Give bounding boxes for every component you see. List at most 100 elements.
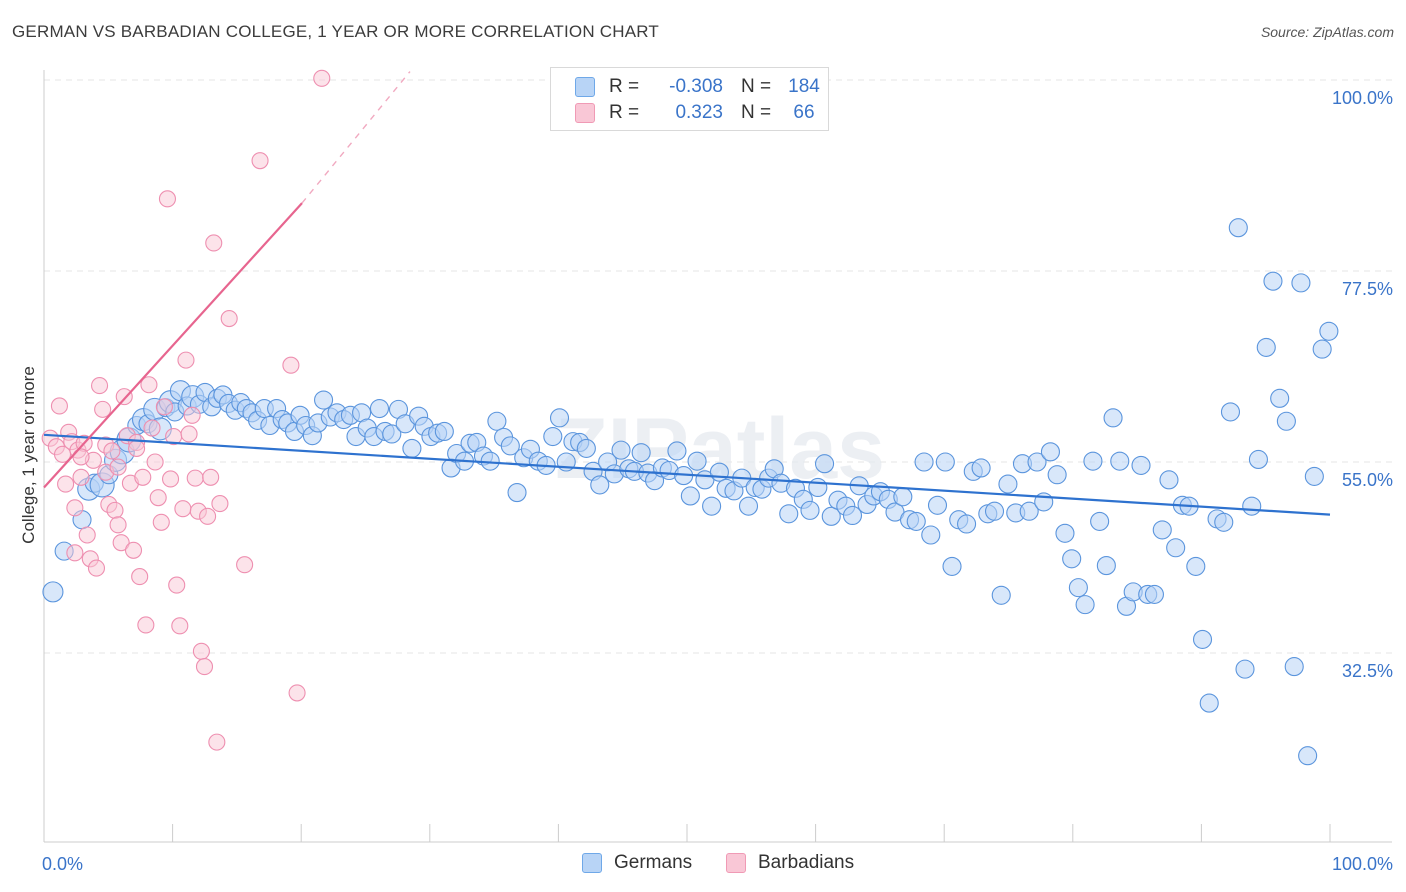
barbadian-point [236, 556, 254, 574]
german-point [1027, 452, 1047, 472]
germans-swatch [575, 77, 595, 97]
legend-label: Barbadians [758, 852, 855, 873]
r-label: R = [609, 76, 640, 97]
barbadian-point [57, 475, 75, 493]
german-point [507, 483, 527, 503]
german-point [998, 474, 1018, 494]
german-point [914, 452, 934, 472]
legend-item-barbadians[interactable]: Barbadians [726, 852, 854, 874]
barbadian-point [134, 468, 152, 486]
german-point [1298, 746, 1318, 766]
german-point [1062, 549, 1082, 569]
german-point [590, 475, 610, 495]
n-label: N = [741, 102, 772, 123]
german-point [549, 408, 570, 428]
barbadian-point [211, 495, 229, 513]
barbadians-trend-line [43, 202, 303, 489]
german-point [1159, 470, 1179, 490]
barbadian-point [199, 507, 217, 525]
barbadian-point [128, 439, 146, 457]
barbadian-point [146, 453, 164, 471]
barbadian-point [53, 445, 72, 463]
y-axis-label: College, 1 year or more [19, 366, 38, 544]
german-point [842, 505, 863, 526]
source-credit: Source: ZipAtlas.com [1260, 24, 1394, 40]
barbadian-point [171, 617, 189, 635]
barbadian-point [192, 642, 210, 660]
barbadian-point [208, 733, 226, 751]
barbadian-point [149, 489, 167, 507]
german-point [1263, 271, 1283, 291]
axis-labels: 100.0% 77.5% 55.0% 32.5% 0.0% 100.0% [42, 88, 1393, 874]
barbadian-point [112, 534, 130, 552]
german-point [314, 390, 334, 410]
barbadian-point [282, 356, 300, 374]
german-point [821, 506, 841, 526]
barbadian-point [220, 309, 238, 328]
german-point [1242, 496, 1262, 516]
barbadian-point [186, 469, 204, 487]
chart-title: GERMAN VS BARBADIAN COLLEGE, 1 YEAR OR M… [12, 22, 660, 41]
german-point [1319, 321, 1339, 341]
german-point [1047, 465, 1067, 485]
y-tick-label: 32.5% [1342, 661, 1393, 681]
barbadian-point [50, 397, 68, 415]
german-point [1312, 339, 1332, 359]
barbadian-point [72, 468, 90, 486]
legend-item-germans[interactable]: Germans [582, 852, 692, 874]
germans-swatch [582, 853, 602, 873]
german-point [1214, 512, 1234, 532]
barbadian-point [195, 658, 214, 676]
german-point [1083, 451, 1103, 471]
german-point [1103, 408, 1123, 428]
german-point [1096, 556, 1116, 576]
german-point [1192, 629, 1213, 649]
german-point [1152, 520, 1172, 540]
n-label: N = [741, 76, 772, 97]
barbadian-point [66, 544, 84, 562]
barbadian-point [66, 499, 84, 517]
x-tick-label-max: 100.0% [1332, 854, 1393, 874]
barbadian-point [115, 388, 133, 406]
german-point [402, 438, 422, 458]
german-point [1199, 693, 1219, 713]
german-point [543, 426, 563, 447]
y-tick-label: 55.0% [1342, 470, 1393, 490]
y-tick-label: 100.0% [1332, 88, 1393, 108]
barbadians-points [41, 69, 331, 751]
german-point [667, 441, 687, 461]
barbadian-point [87, 559, 106, 577]
barbadian-point [78, 526, 96, 544]
barbadian-point [161, 470, 180, 488]
german-point [500, 436, 520, 456]
german-point [687, 451, 707, 471]
german-point [1256, 337, 1276, 357]
y-tick-label: 77.5% [1342, 279, 1393, 299]
german-point [1055, 523, 1075, 543]
german-point [1144, 584, 1164, 604]
german-point [1166, 538, 1186, 558]
german-point [984, 501, 1005, 521]
german-point [738, 496, 759, 516]
series-legend: Germans Barbadians [0, 852, 1406, 876]
barbadian-point [103, 442, 121, 460]
german-point [971, 458, 991, 478]
barbadian-point [124, 541, 143, 559]
barbadian-point [168, 576, 186, 594]
legend-label: Germans [614, 852, 693, 873]
german-point [779, 504, 799, 524]
germans-trend-line [43, 433, 1331, 516]
german-point [487, 411, 507, 431]
barbadian-point [288, 684, 306, 702]
german-point [927, 495, 948, 515]
german-point [1304, 466, 1324, 486]
german-point [611, 440, 631, 460]
german-point [1110, 451, 1130, 471]
r-value: 0.323 [675, 102, 723, 123]
german-point [42, 581, 64, 603]
r-value: -0.308 [669, 76, 723, 97]
german-point [935, 452, 955, 472]
x-tick-label-min: 0.0% [42, 854, 83, 874]
german-point [680, 486, 700, 506]
german-point [942, 556, 962, 576]
